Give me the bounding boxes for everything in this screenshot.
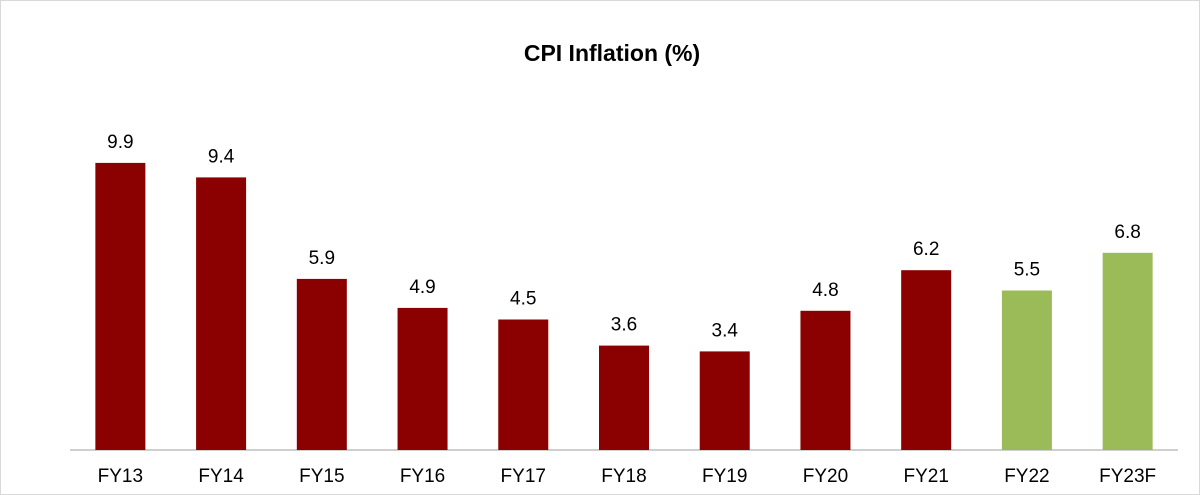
- x-tick-label: FY15: [299, 466, 344, 487]
- value-label: 9.4: [208, 146, 235, 167]
- value-label: 3.4: [712, 320, 739, 341]
- value-label: 4.5: [510, 289, 536, 310]
- bar: [498, 319, 549, 450]
- x-tick-label: FY17: [501, 466, 546, 487]
- value-label: 9.9: [107, 132, 133, 153]
- chart-title: CPI Inflation (%): [524, 40, 700, 66]
- bar: [1102, 252, 1153, 450]
- value-label: 6.2: [913, 239, 939, 260]
- value-label: 4.9: [409, 277, 435, 298]
- x-tick-label: FY13: [98, 466, 143, 487]
- bar: [95, 162, 146, 450]
- value-label: 6.8: [1114, 222, 1140, 243]
- x-tick-label: FY16: [400, 466, 445, 487]
- value-label: 5.9: [309, 248, 335, 269]
- value-label: 4.8: [812, 280, 838, 301]
- x-tick-label: FY23F: [1099, 466, 1156, 487]
- bar: [901, 270, 952, 450]
- x-tick-label: FY21: [903, 466, 948, 487]
- bar: [699, 351, 750, 450]
- bar: [599, 345, 649, 450]
- x-tick-label: FY20: [803, 466, 848, 487]
- x-tick-label: FY18: [601, 466, 646, 487]
- bar: [800, 310, 851, 450]
- bar: [1001, 290, 1052, 450]
- x-tick-label: FY14: [198, 466, 244, 487]
- value-label: 5.5: [1014, 260, 1040, 281]
- bar: [296, 278, 347, 450]
- bar: [196, 177, 247, 450]
- value-label: 3.6: [611, 315, 637, 336]
- x-tick-label: FY22: [1004, 466, 1049, 487]
- x-tick-label: FY19: [702, 466, 747, 487]
- bar: [397, 307, 448, 450]
